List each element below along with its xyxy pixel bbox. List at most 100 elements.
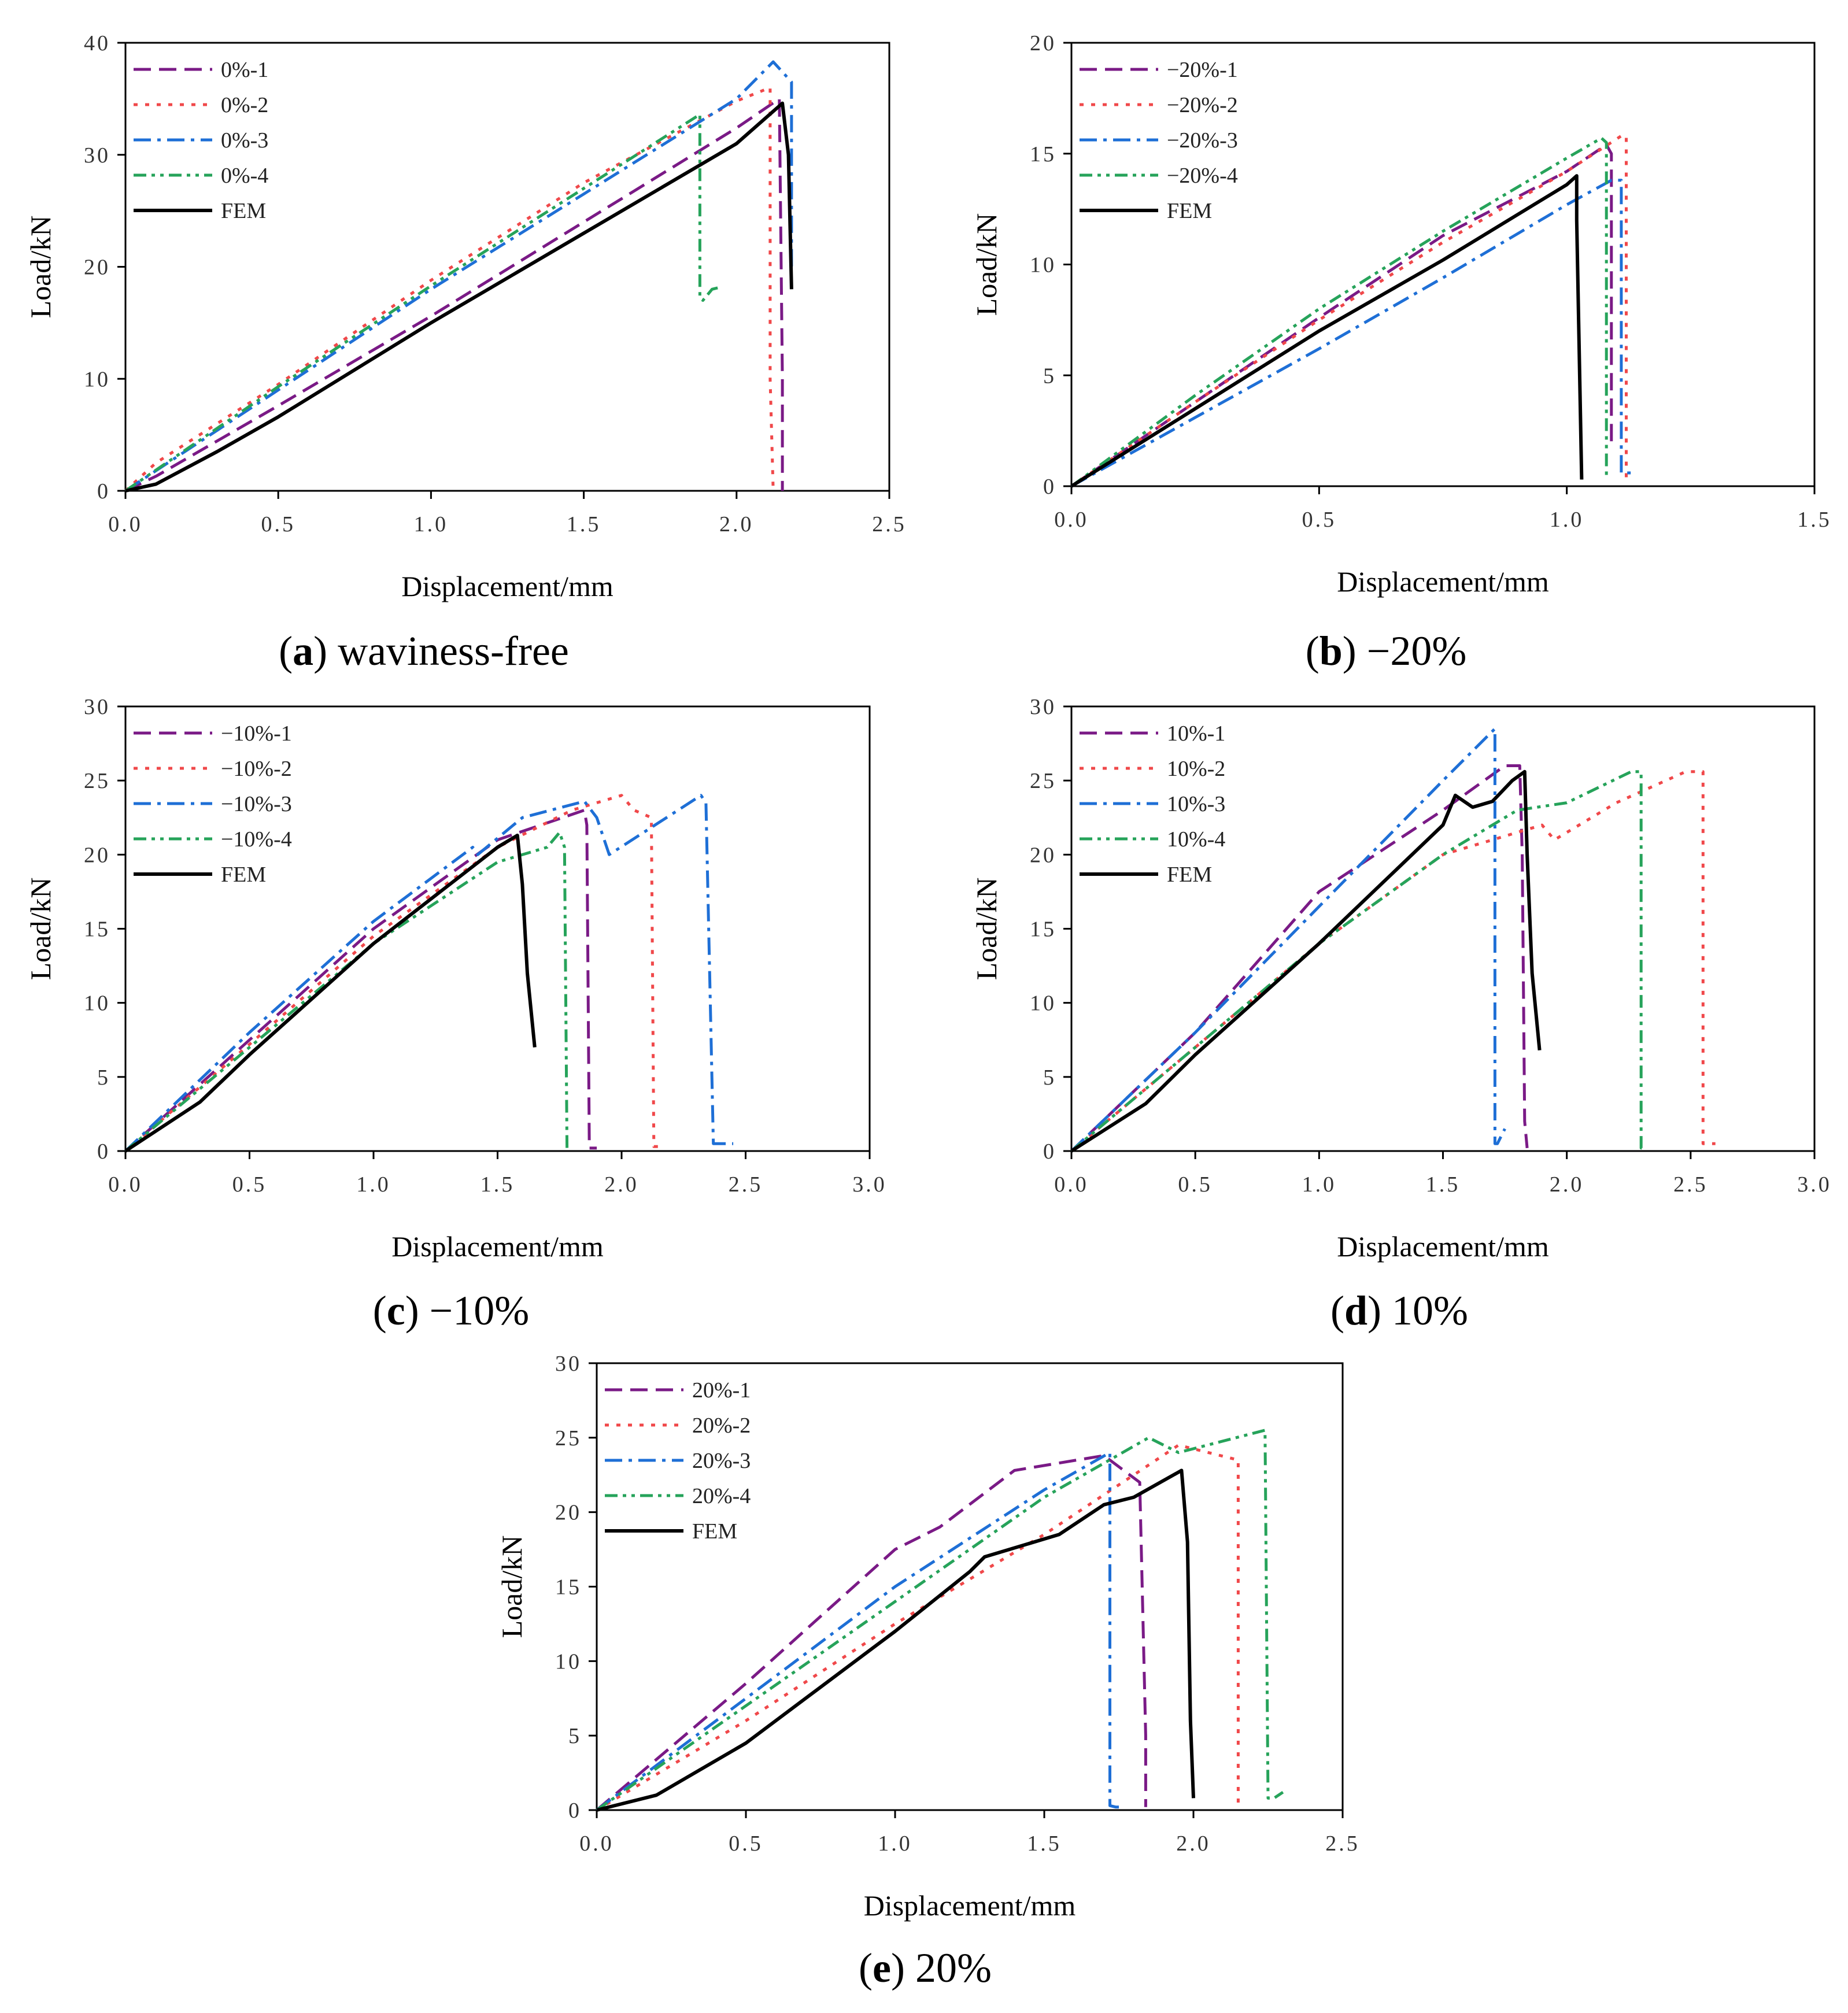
legend-label: −20%-1 (1167, 58, 1238, 82)
x-tick-label: 3.0 (1797, 1172, 1832, 1197)
legend-label: FEM (1167, 863, 1212, 887)
legend-label: −10%-4 (221, 827, 292, 852)
y-tick-label: 10 (84, 991, 110, 1016)
y-tick-label: 0 (1043, 1139, 1056, 1164)
y-tick-label: 25 (555, 1426, 582, 1450)
x-axis-label: Displacement/mm (864, 1889, 1076, 1922)
x-tick-label: 1.0 (356, 1172, 391, 1197)
series-line-s4 (124, 113, 722, 493)
series-line-s1 (1070, 143, 1617, 488)
legend-label: 10%-4 (1167, 827, 1225, 852)
x-tick-label: 3.0 (852, 1172, 887, 1197)
x-tick-label: 1.0 (1302, 1172, 1337, 1197)
y-tick-label: 10 (84, 367, 110, 391)
y-tick-label: 20 (84, 843, 110, 867)
series-line-fem (596, 1468, 1195, 1812)
x-tick-label: 2.5 (729, 1172, 763, 1197)
series-line-s3 (124, 60, 793, 493)
y-tick-label: 40 (84, 31, 110, 55)
legend-label: −20%-2 (1167, 93, 1238, 117)
y-tick-label: 25 (1030, 769, 1056, 793)
legend: 10%-1 10%-2 10%-3 10%-4 FEM (1080, 721, 1225, 887)
series-line-s4 (1070, 770, 1646, 1152)
panel-caption: (b) −20% (1306, 628, 1467, 674)
y-tick-label: 15 (84, 917, 110, 942)
legend-label: 0%-4 (221, 164, 268, 188)
x-tick-label: 1.5 (567, 512, 601, 536)
legend-label: 20%-4 (692, 1484, 751, 1508)
legend-label: FEM (692, 1519, 737, 1544)
panel-caption: (a) waviness-free (279, 628, 569, 674)
legend: 20%-1 20%-2 20%-3 20%-4 FEM (605, 1378, 751, 1544)
series-line-s4 (1070, 136, 1608, 488)
y-tick-label: 15 (1030, 917, 1056, 942)
chart-panel-d: 0.0 0.5 1.0 1.5 2.0 2.5 3.0 0 5 10 15 20 25 30 Displac… (970, 695, 1832, 1334)
y-tick-label: 10 (555, 1649, 582, 1674)
legend-label: −20%-3 (1167, 128, 1238, 153)
y-tick-label: 25 (84, 769, 110, 793)
series-line-s1 (124, 97, 784, 493)
x-tick-label: 0.5 (1178, 1172, 1213, 1197)
series-line-fem (124, 834, 537, 1153)
y-axis-label: Load/kN (970, 213, 1003, 316)
x-tick-label: 0.5 (232, 1172, 267, 1197)
legend-label: 20%-1 (692, 1378, 751, 1403)
y-tick-label: 15 (1030, 142, 1056, 166)
x-tick-label: 0.5 (261, 512, 295, 536)
y-tick-label: 30 (555, 1352, 582, 1376)
legend-label: 20%-3 (692, 1449, 751, 1473)
y-tick-label: 30 (84, 695, 110, 719)
series-line-s1 (124, 808, 597, 1152)
x-tick-label: 0.0 (1054, 1172, 1089, 1197)
x-tick-label: 2.0 (604, 1172, 639, 1197)
x-tick-label: 1.5 (1426, 1172, 1461, 1197)
legend-label: 0%-2 (221, 93, 268, 117)
series-line-s4 (124, 831, 572, 1152)
legend-label: FEM (221, 863, 266, 887)
x-tick-label: 2.0 (719, 512, 754, 536)
legend-label: −10%-3 (221, 792, 292, 816)
legend-label: FEM (1167, 199, 1212, 223)
chart-panel-a: 0.0 0.5 1.0 1.5 2.0 2.5 0 10 20 30 40 Displacement/… (24, 31, 907, 674)
y-axis-label: Load/kN (970, 878, 1003, 980)
series-line-s3 (596, 1451, 1119, 1812)
x-tick-label: 1.5 (481, 1172, 515, 1197)
legend-label: −10%-1 (221, 721, 292, 746)
y-tick-label: 30 (1030, 695, 1056, 719)
y-tick-label: 20 (84, 256, 110, 280)
x-tick-label: 0.0 (579, 1831, 614, 1856)
legend-label: −20%-4 (1167, 164, 1238, 188)
legend-label: 10%-2 (1167, 757, 1225, 781)
legend-label: 0%-3 (221, 128, 268, 153)
y-tick-label: 5 (97, 1065, 110, 1090)
y-tick-label: 20 (1030, 843, 1056, 867)
series-line-s2 (124, 794, 659, 1152)
y-tick-label: 0 (97, 479, 110, 504)
x-tick-label: 1.0 (1550, 508, 1584, 532)
legend-label: FEM (221, 199, 266, 223)
y-axis-label: Load/kN (496, 1535, 528, 1638)
x-tick-label: 2.0 (1550, 1172, 1584, 1197)
y-tick-label: 20 (1030, 31, 1056, 55)
y-tick-label: 0 (568, 1799, 582, 1823)
x-axis-label: Displacement/mm (391, 1230, 604, 1263)
panel-caption: (e) 20% (859, 1945, 992, 1991)
x-tick-label: 2.5 (872, 512, 907, 536)
y-tick-label: 5 (568, 1724, 582, 1748)
x-tick-label: 0.5 (1302, 508, 1337, 532)
chart-panel-c: 0.0 0.5 1.0 1.5 2.0 2.5 3.0 0 5 10 15 20 25 30 Displac… (24, 695, 887, 1334)
legend-label: 20%-2 (692, 1413, 751, 1438)
chart-panel-e: 0.0 0.5 1.0 1.5 2.0 2.5 0 5 10 15 20 25 30 Displaceme… (496, 1352, 1358, 1991)
x-tick-label: 1.5 (1027, 1831, 1062, 1856)
x-tick-label: 2.5 (1673, 1172, 1708, 1197)
series-line-s1 (596, 1454, 1147, 1811)
series-line-s3 (124, 794, 734, 1152)
series-line-s3 (1070, 727, 1506, 1152)
y-tick-label: 10 (1030, 991, 1056, 1016)
x-axis-label: Displacement/mm (1337, 1230, 1549, 1263)
x-tick-label: 2.0 (1176, 1831, 1211, 1856)
x-tick-label: 0.0 (108, 512, 143, 536)
series-line-s2 (1070, 770, 1716, 1152)
